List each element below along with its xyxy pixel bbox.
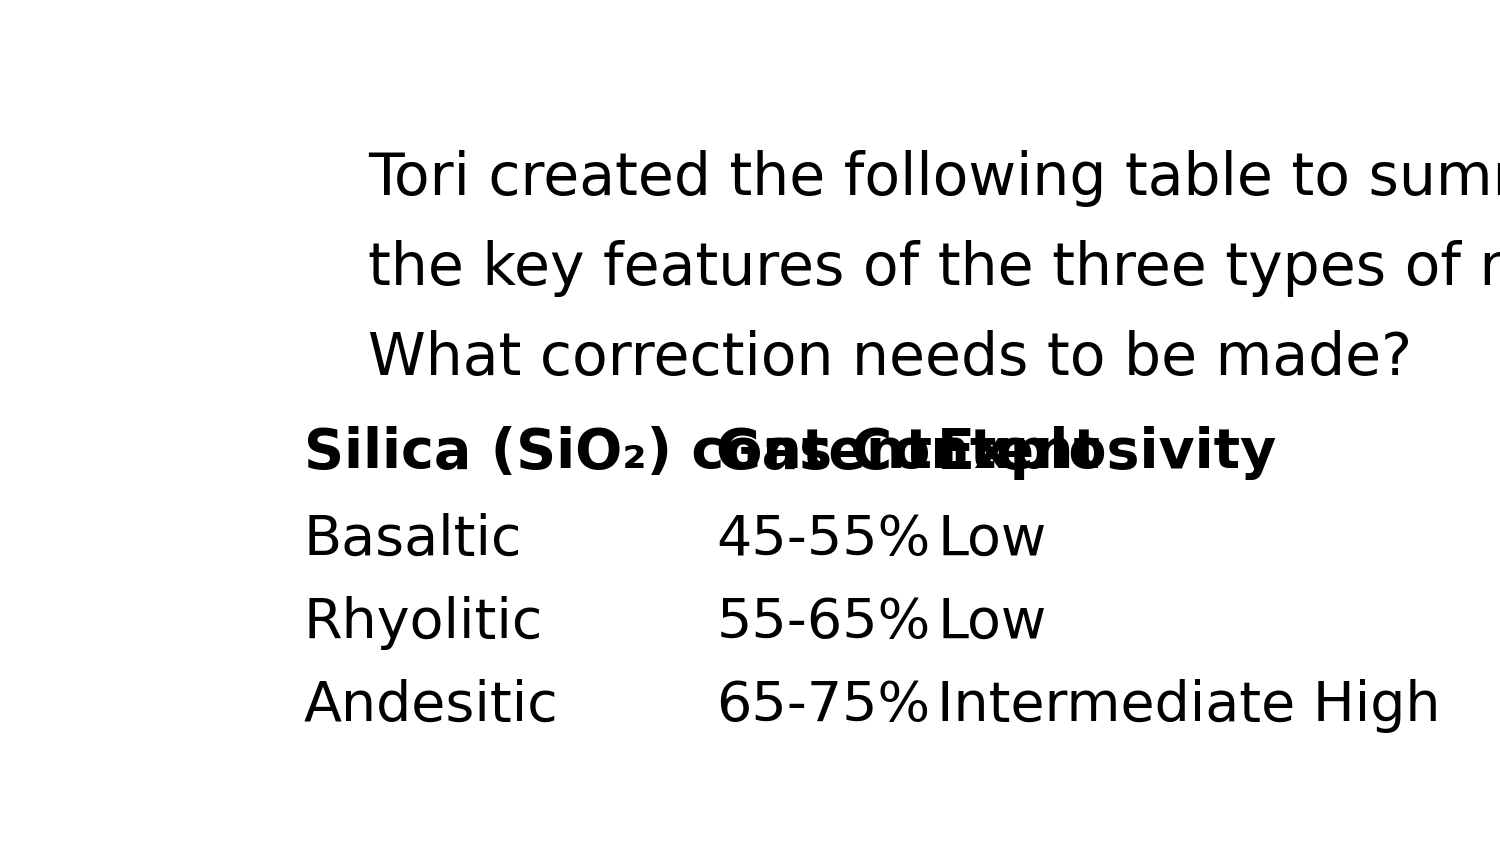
Text: Intermediate High: Intermediate High xyxy=(938,679,1442,734)
Text: Basaltic: Basaltic xyxy=(303,513,522,567)
Text: Silica (SiO₂) content: Silica (SiO₂) content xyxy=(303,426,932,480)
Text: 65-75%: 65-75% xyxy=(717,679,930,734)
Text: Andesitic: Andesitic xyxy=(303,679,558,734)
Text: Gas Content: Gas Content xyxy=(717,426,1101,480)
Text: 55-65%: 55-65% xyxy=(717,596,932,650)
Text: Explosivity: Explosivity xyxy=(938,426,1278,480)
Text: Tori created the following table to summarize: Tori created the following table to summ… xyxy=(368,150,1500,207)
Text: Low: Low xyxy=(938,596,1047,650)
Text: Low: Low xyxy=(938,513,1047,567)
Text: Rhyolitic: Rhyolitic xyxy=(303,596,543,650)
Text: What correction needs to be made?: What correction needs to be made? xyxy=(368,330,1412,387)
Text: 45-55%: 45-55% xyxy=(717,513,932,567)
Text: the key features of the three types of magma.: the key features of the three types of m… xyxy=(368,240,1500,297)
